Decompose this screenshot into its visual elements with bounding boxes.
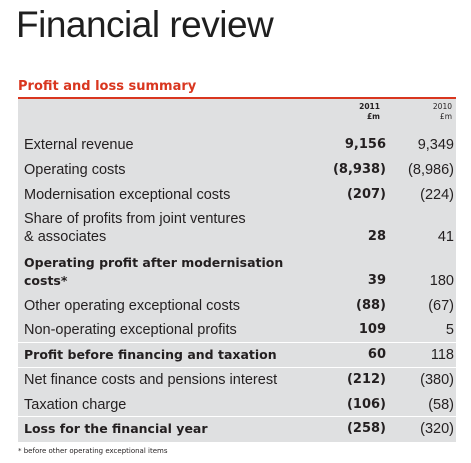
value-2010: (8,986) bbox=[408, 162, 454, 178]
value-2011: 28 bbox=[367, 229, 386, 244]
table-row: Modernisation exceptional costs (207) (2… bbox=[18, 186, 456, 204]
column-year: 2010 bbox=[432, 102, 452, 111]
row-label-line: Operating profit after modernisation bbox=[24, 255, 284, 270]
column-year: 2011 bbox=[359, 102, 380, 111]
row-divider bbox=[18, 416, 456, 417]
row-label: Loss for the financial year bbox=[24, 421, 208, 436]
row-label-line: & associates bbox=[24, 229, 107, 245]
column-unit: £m bbox=[439, 112, 452, 121]
row-divider bbox=[18, 367, 456, 368]
value-2011: 39 bbox=[367, 273, 386, 288]
table-row: Non-operating exceptional profits 109 5 bbox=[18, 321, 456, 339]
row-label: Non-operating exceptional profits bbox=[24, 322, 237, 338]
table-row: Net finance costs and pensions interest … bbox=[18, 371, 456, 389]
value-2011: (88) bbox=[356, 298, 386, 313]
profit-loss-table bbox=[18, 99, 456, 442]
table-row: Loss for the financial year (258) (320) bbox=[18, 420, 456, 438]
value-2010: (380) bbox=[420, 372, 454, 388]
value-2011: (8,938) bbox=[332, 162, 386, 177]
column-header-2011: 2011 £m bbox=[320, 102, 380, 122]
column-header-2010: 2010 £m bbox=[392, 102, 452, 122]
page-title: Financial review bbox=[16, 4, 274, 45]
table-row: Operating costs (8,938) (8,986) bbox=[18, 161, 456, 179]
value-2011: 9,156 bbox=[344, 137, 386, 152]
row-label: Modernisation exceptional costs bbox=[24, 187, 231, 203]
table-row: Other operating exceptional costs (88) (… bbox=[18, 297, 456, 315]
value-2010: 180 bbox=[429, 273, 454, 289]
row-label: Other operating exceptional costs bbox=[24, 298, 241, 314]
table-row: Profit before financing and taxation 60 … bbox=[18, 346, 456, 364]
value-2010: 9,349 bbox=[417, 137, 454, 153]
value-2010: (58) bbox=[428, 397, 454, 413]
row-label: Net finance costs and pensions interest bbox=[24, 372, 278, 388]
row-label: Taxation charge bbox=[24, 397, 127, 413]
value-2011: 60 bbox=[367, 347, 386, 362]
row-label: Share of profits from joint ventures & a… bbox=[24, 210, 304, 246]
section-rule bbox=[18, 97, 456, 99]
table-row: Operating profit after modernisation cos… bbox=[18, 254, 456, 290]
value-2011: (212) bbox=[346, 372, 386, 387]
value-2011: 109 bbox=[358, 322, 386, 337]
footnote: * before other operating exceptional ite… bbox=[18, 447, 168, 455]
value-2011: (106) bbox=[346, 397, 386, 412]
value-2010: 118 bbox=[430, 347, 454, 363]
value-2010: (224) bbox=[420, 187, 454, 203]
row-label: Operating profit after modernisation cos… bbox=[24, 254, 304, 290]
row-label: External revenue bbox=[24, 137, 134, 153]
row-divider bbox=[18, 342, 456, 343]
column-unit: £m bbox=[366, 112, 380, 121]
row-label: Operating costs bbox=[24, 162, 126, 178]
value-2011: (207) bbox=[346, 187, 386, 202]
section-heading: Profit and loss summary bbox=[18, 79, 197, 94]
row-label-line: costs* bbox=[24, 273, 68, 288]
value-2010: (67) bbox=[428, 298, 454, 314]
value-2010: 41 bbox=[437, 229, 454, 245]
table-row: External revenue 9,156 9,349 bbox=[18, 136, 456, 154]
value-2010: (320) bbox=[420, 421, 454, 437]
table-row: Share of profits from joint ventures & a… bbox=[18, 210, 456, 246]
value-2010: 5 bbox=[445, 322, 454, 338]
row-label: Profit before financing and taxation bbox=[24, 347, 277, 362]
table-row: Taxation charge (106) (58) bbox=[18, 396, 456, 414]
row-label-line: Share of profits from joint ventures bbox=[24, 211, 246, 227]
value-2011: (258) bbox=[346, 421, 386, 436]
